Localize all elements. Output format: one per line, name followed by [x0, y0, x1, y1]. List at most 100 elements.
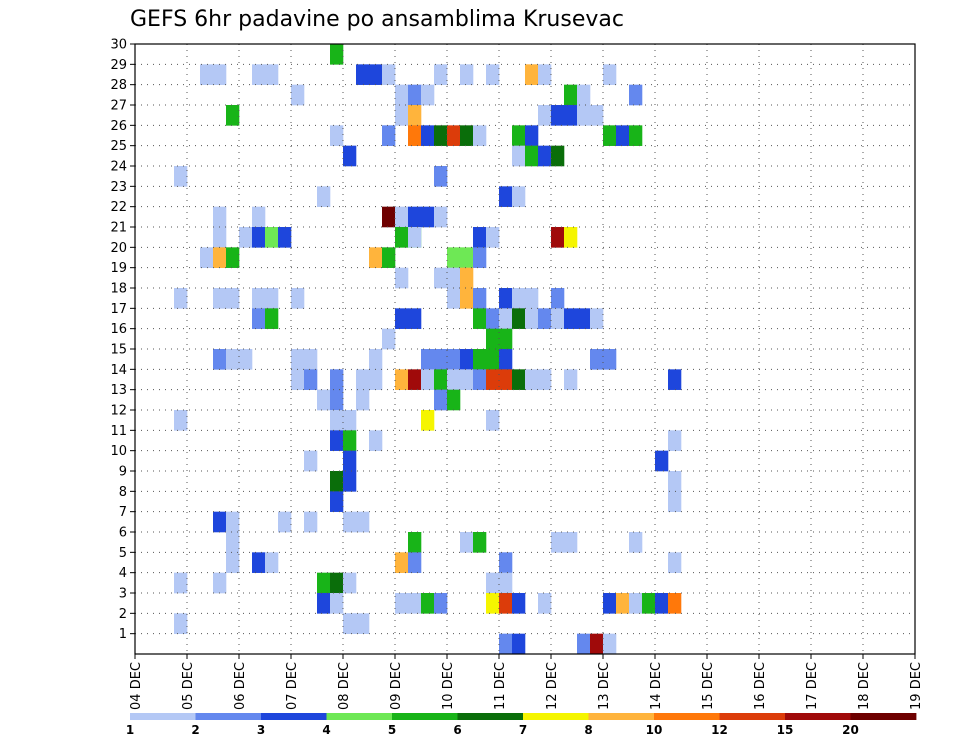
colorbar-swatch: [392, 713, 458, 720]
cell: [460, 288, 474, 309]
cell: [265, 227, 279, 248]
cell: [512, 125, 526, 146]
cell: [395, 227, 409, 248]
cell: [525, 64, 539, 85]
cell: [629, 84, 643, 106]
cell: [330, 430, 344, 451]
cell: [655, 450, 669, 472]
colorbar-swatch: [719, 713, 786, 720]
cell: [330, 471, 344, 492]
y-tick-label: 3: [119, 587, 127, 602]
cell: [447, 369, 461, 390]
colorbar-label: 2: [191, 723, 199, 737]
cell: [421, 349, 435, 370]
cell: [486, 308, 500, 329]
cell: [291, 369, 305, 390]
cells-layer: [174, 44, 682, 655]
cell: [538, 64, 552, 85]
cell: [304, 369, 318, 390]
cell: [499, 349, 513, 370]
y-tick-label: 26: [110, 119, 127, 134]
y-tick-label: 25: [110, 139, 127, 154]
cell: [252, 227, 266, 248]
cell: [668, 369, 682, 390]
cell: [668, 491, 682, 512]
y-tick-label: 14: [110, 363, 127, 378]
cell: [317, 572, 331, 594]
cell: [564, 308, 578, 329]
cell: [538, 593, 552, 614]
cell: [343, 471, 357, 492]
cell: [356, 389, 370, 411]
colorbar-label: 15: [777, 723, 794, 737]
cell: [486, 328, 500, 350]
y-tick-label: 2: [119, 607, 127, 622]
cell: [213, 64, 227, 85]
colorbar-label: 1: [126, 723, 134, 737]
cell: [551, 308, 565, 329]
cell: [174, 410, 188, 431]
colorbar: 1 2 3 4 5 6 7 8 10 12 15 20: [126, 713, 917, 737]
cell: [408, 227, 422, 248]
cell: [395, 84, 409, 106]
cell: [356, 511, 370, 533]
cell: [512, 633, 526, 655]
cell: [629, 532, 643, 553]
y-tick-label: 22: [110, 200, 127, 215]
cell: [512, 288, 526, 309]
cell: [369, 247, 383, 268]
cell: [538, 308, 552, 329]
cell: [629, 125, 643, 146]
cell: [434, 389, 448, 411]
colorbar-label: 20: [842, 723, 859, 737]
cell: [486, 593, 500, 614]
colorbar-label: 3: [257, 723, 265, 737]
cell: [499, 288, 513, 309]
cell: [330, 491, 344, 512]
x-tick-label: 15 DEC: [701, 662, 716, 710]
cell: [408, 206, 422, 228]
cell: [408, 308, 422, 329]
y-tick-label: 10: [110, 444, 127, 459]
cell: [200, 247, 214, 268]
cell: [603, 349, 617, 370]
cell: [668, 430, 682, 451]
cell: [252, 308, 266, 329]
y-tick-label: 15: [110, 343, 127, 358]
cell: [473, 247, 487, 268]
cell: [265, 64, 279, 85]
cell: [525, 308, 539, 329]
cell: [499, 308, 513, 329]
cell: [564, 227, 578, 248]
y-tick-label: 9: [119, 465, 127, 480]
cell: [382, 206, 396, 228]
cell: [499, 572, 513, 594]
cell: [330, 593, 344, 614]
cell: [551, 105, 565, 126]
cell: [603, 593, 617, 614]
cell: [291, 84, 305, 106]
cell: [486, 572, 500, 594]
cell: [447, 288, 461, 309]
cell: [252, 288, 266, 309]
cell: [408, 593, 422, 614]
cell: [473, 369, 487, 390]
colorbar-swatch: [654, 713, 720, 720]
cell: [213, 572, 227, 594]
cell: [564, 532, 578, 553]
cell: [590, 308, 604, 329]
cell: [421, 369, 435, 390]
cell: [499, 593, 513, 614]
colorbar-swatch: [326, 713, 393, 720]
y-tick-label: 5: [119, 546, 127, 561]
cell: [382, 64, 396, 85]
cell: [642, 593, 656, 614]
cell: [226, 247, 240, 268]
cell: [577, 308, 591, 329]
y-tick-label: 8: [119, 485, 127, 500]
cell: [369, 64, 383, 85]
cell: [434, 64, 448, 85]
cell: [473, 532, 487, 553]
colorbar-label: 6: [453, 723, 461, 737]
cell: [564, 105, 578, 126]
